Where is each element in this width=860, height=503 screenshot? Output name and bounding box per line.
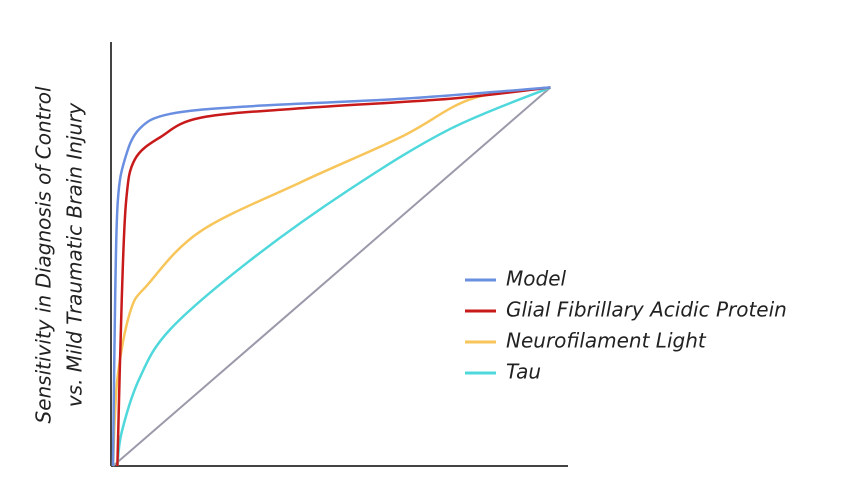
y-axis-label: vs. Mild Traumatic Brain Injury	[63, 102, 87, 408]
series-line	[111, 86, 551, 467]
y-axis-label: Sensitivity in Diagnosis of Control	[32, 86, 56, 423]
legend-label: Tau	[506, 360, 541, 384]
legend-label: Model	[506, 267, 566, 291]
reference-line	[112, 86, 552, 467]
legend-label: Glial Fibrillary Acidic Protein	[506, 298, 787, 322]
series-line	[116, 86, 551, 467]
legend-label: Neurofilament Light	[506, 329, 707, 353]
series-line	[116, 86, 551, 467]
